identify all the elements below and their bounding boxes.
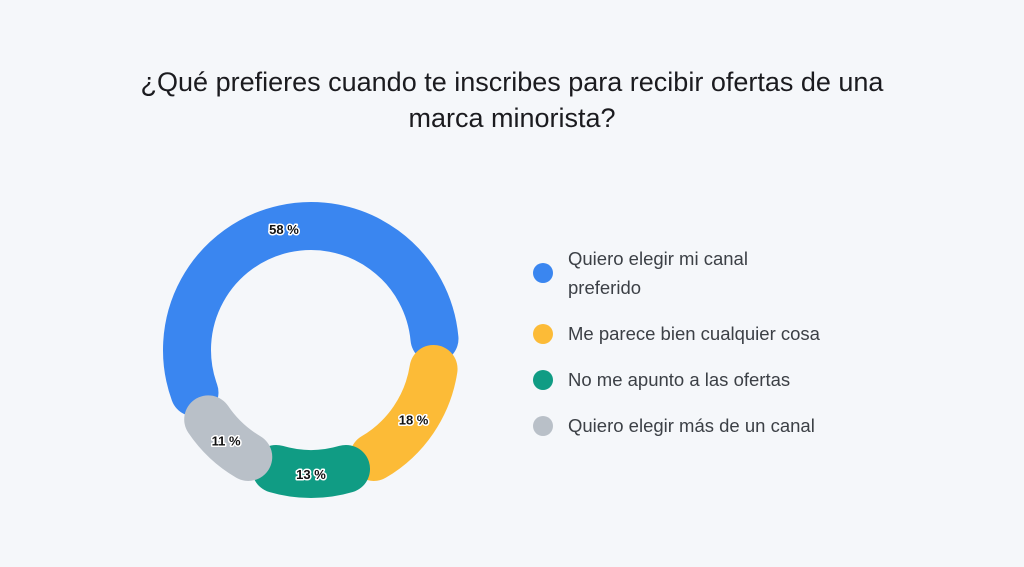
legend-label: Quiero elegir mi canal preferido <box>568 248 748 298</box>
legend-item-canal-preferido: Quiero elegir mi canal preferido <box>533 244 1003 302</box>
chart-title-line-1: ¿Qué prefieres cuando te inscribes para … <box>140 67 884 97</box>
donut-chart: 58 % 18 % 13 % 11 % <box>163 202 459 498</box>
data-label-no-me-apunto-a-las-ofertas: 13 % <box>296 467 326 482</box>
donut-segment-labels: 58 % 18 % 13 % 11 % <box>210 220 430 483</box>
legend-item-no-ofertas: No me apunto a las ofertas <box>533 365 1003 394</box>
legend-label: Quiero elegir más de un canal <box>568 415 815 436</box>
legend-item-cualquier-cosa: Me parece bien cualquier cosa <box>533 319 1003 348</box>
legend-swatch-teal <box>533 370 553 390</box>
chart-legend: Quiero elegir mi canal preferido Me pare… <box>533 244 1003 457</box>
donut-segment-quiero-elegir-mi-canal-preferido <box>163 202 459 417</box>
legend-label: Me parece bien cualquier cosa <box>568 323 820 344</box>
donut-segment-quiero-elegir-mas-de-un-canal <box>184 395 273 481</box>
chart-title-line-2: marca minorista? <box>408 103 616 133</box>
chart-title: ¿Qué prefieres cuando te inscribes para … <box>62 64 962 136</box>
donut-segment-no-me-apunto-a-las-ofertas <box>251 444 371 498</box>
legend-label: No me apunto a las ofertas <box>568 369 791 390</box>
data-label-me-parece-bien-cualquier-cosa: 18 % <box>399 413 429 428</box>
donut-segment-me-parece-bien-cualquier-cosa <box>349 344 458 481</box>
legend-swatch-yellow <box>533 324 553 344</box>
donut-segments <box>163 202 459 498</box>
data-label-quiero-elegir-mas-de-un-canal: 11 % <box>212 433 241 448</box>
legend-swatch-gray <box>533 416 553 436</box>
legend-item-mas-de-un-canal: Quiero elegir más de un canal <box>533 411 1003 440</box>
data-label-quiero-elegir-mi-canal-preferido: 58 % <box>269 222 299 237</box>
legend-swatch-blue <box>533 263 553 283</box>
